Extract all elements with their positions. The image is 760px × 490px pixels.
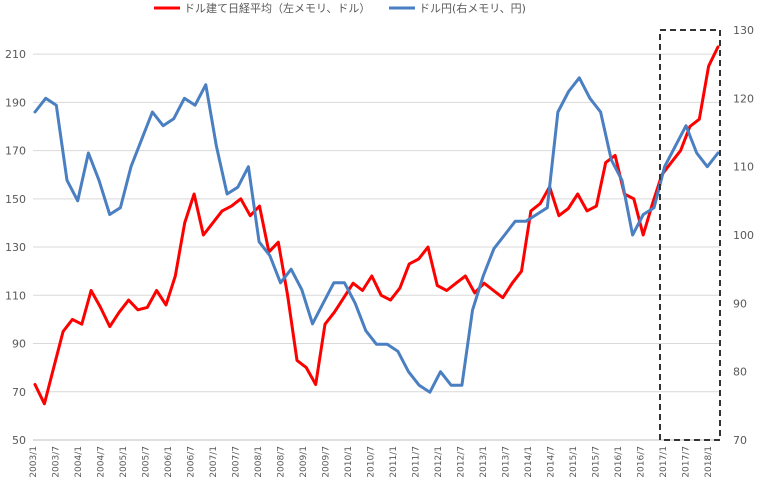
x-tick-label: 2013/1: [479, 446, 489, 478]
x-tick-label: 2017/1: [659, 446, 669, 478]
left-tick-label: 130: [5, 241, 26, 254]
x-tick-label: 2005/1: [119, 446, 129, 478]
x-tick-label: 2010/7: [367, 446, 377, 478]
x-tick-label: 2011/7: [412, 446, 422, 478]
highlight-box: [659, 29, 721, 441]
x-tick-label: 2011/1: [389, 446, 399, 478]
x-tick-label: 2010/1: [344, 446, 354, 478]
x-tick-label: 2015/7: [592, 446, 602, 478]
series-layer: [33, 45, 720, 406]
grid-layer: [33, 53, 720, 441]
x-tick-label: 2009/7: [322, 446, 332, 478]
x-tick-label: 2003/7: [52, 446, 62, 478]
legend: ドル建て日経平均（左メモリ、ドル） ドル円(右メモリ、円): [154, 1, 526, 15]
right-tick-label: 80: [733, 366, 747, 379]
x-tick-label: 2014/1: [524, 446, 534, 478]
x-tick-label: 2018/1: [704, 446, 714, 478]
x-tick-label: 2007/7: [232, 446, 242, 478]
x-tick-label: 2013/7: [502, 446, 512, 478]
left-tick-label: 190: [5, 96, 26, 109]
left-axis-ticks: 50 70 90 110 130 150 170 190 210: [5, 48, 26, 447]
left-tick-label: 150: [5, 193, 26, 206]
x-tick-label: 2012/7: [457, 446, 467, 478]
x-tick-label: 2017/7: [682, 446, 692, 478]
x-tick-label: 2003/1: [29, 446, 39, 478]
x-tick-label: 2008/1: [254, 446, 264, 478]
legend-label: ドル円(右メモリ、円): [419, 1, 526, 15]
x-tick-label: 2006/7: [187, 446, 197, 478]
x-tick-label: 2004/7: [97, 446, 107, 478]
x-tick-label: 2006/1: [164, 446, 174, 478]
x-tick-label: 2009/1: [299, 446, 309, 478]
left-tick-label: 50: [12, 434, 26, 447]
right-tick-label: 110: [733, 161, 754, 174]
series-line-nikkei-usd: [33, 45, 720, 406]
left-tick-label: 90: [12, 338, 26, 351]
x-tick-label: 2015/1: [569, 446, 579, 478]
right-tick-label: 130: [733, 24, 754, 37]
x-tick-label: 2007/1: [209, 446, 219, 478]
right-axis-ticks: 70 80 90 100 110 120 130: [733, 24, 754, 447]
x-tick-label: 2014/7: [547, 446, 557, 478]
x-tick-label: 2016/1: [614, 446, 624, 478]
left-tick-label: 70: [12, 386, 26, 399]
x-tick-label: 2012/1: [434, 446, 444, 478]
left-tick-label: 110: [5, 289, 26, 302]
left-tick-label: 170: [5, 145, 26, 158]
x-tick-label: 2004/1: [74, 446, 84, 478]
right-tick-label: 120: [733, 92, 754, 105]
x-tick-label: 2008/7: [277, 446, 287, 478]
legend-label: ドル建て日経平均（左メモリ、ドル）: [184, 1, 370, 15]
x-tick-label: 2016/7: [637, 446, 647, 478]
x-axis-ticks: 2003/1 2003/7 2004/1 2004/7 2005/1 2005/7 2006…: [29, 446, 714, 478]
right-tick-label: 100: [733, 229, 754, 242]
right-tick-label: 90: [733, 297, 747, 310]
series-line-usd-jpy: [33, 76, 720, 394]
x-tick-label: 2005/7: [142, 446, 152, 478]
right-tick-label: 70: [733, 434, 747, 447]
left-tick-label: 210: [5, 48, 26, 61]
